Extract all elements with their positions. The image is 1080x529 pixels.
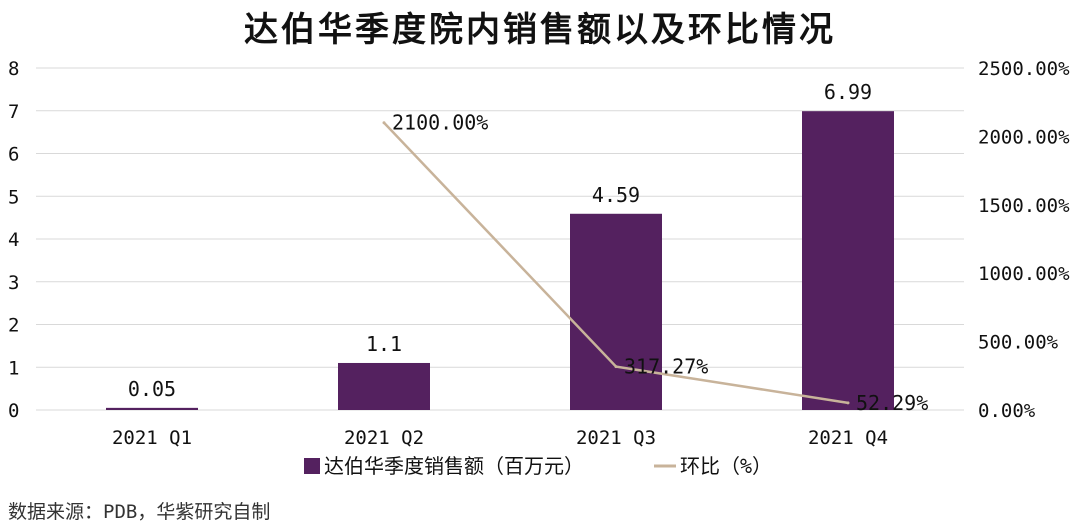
y-right-tick-label: 2000.00% <box>978 126 1070 148</box>
x-tick-label: 2021 Q3 <box>576 427 656 449</box>
y-left-tick-label: 8 <box>8 58 19 80</box>
bar-data-label: 1.1 <box>366 332 402 356</box>
legend-bar-label: 达伯华季度销售额（百万元） <box>324 454 584 478</box>
bar-data-label: 6.99 <box>824 80 872 104</box>
y-right-tick-label: 500.00% <box>978 332 1059 354</box>
x-tick-label: 2021 Q2 <box>344 427 424 449</box>
y-left-tick-label: 1 <box>8 357 19 379</box>
line-data-label: 317.27% <box>624 355 708 379</box>
chart-title: 达伯华季度院内销售额以及环比情况 <box>244 10 836 50</box>
y-left-tick-label: 7 <box>8 101 19 123</box>
y-right-tick-label: 1500.00% <box>978 195 1070 217</box>
bar <box>106 407 198 410</box>
line-point <box>382 121 386 125</box>
y-left-tick-label: 0 <box>8 400 19 422</box>
bar-data-label: 4.59 <box>592 183 640 207</box>
y-left-tick-label: 3 <box>8 272 19 294</box>
y-left-tick-label: 5 <box>8 186 19 208</box>
x-tick-label: 2021 Q4 <box>808 427 888 449</box>
y-right-tick-label: 2500.00% <box>978 58 1070 80</box>
y-left-tick-label: 4 <box>8 229 19 251</box>
legend-bar-swatch <box>304 458 320 474</box>
line-point <box>846 401 850 405</box>
bar <box>570 213 662 410</box>
source-note: 数据来源：PDB，华紫研究自制 <box>8 501 271 523</box>
y-right-tick-label: 1000.00% <box>978 263 1070 285</box>
line-point <box>614 365 618 369</box>
line-data-label: 2100.00% <box>392 111 488 135</box>
y-left-tick-label: 6 <box>8 144 19 166</box>
bar <box>338 362 430 410</box>
bar-data-label: 0.05 <box>128 377 176 401</box>
x-tick-label: 2021 Q1 <box>112 427 192 449</box>
bar <box>802 111 894 411</box>
y-right-tick-label: 0.00% <box>978 400 1036 422</box>
y-left-tick-label: 2 <box>8 315 19 337</box>
line-data-label: 52.29% <box>856 391 928 415</box>
legend-line-label: 环比（%） <box>680 454 772 478</box>
